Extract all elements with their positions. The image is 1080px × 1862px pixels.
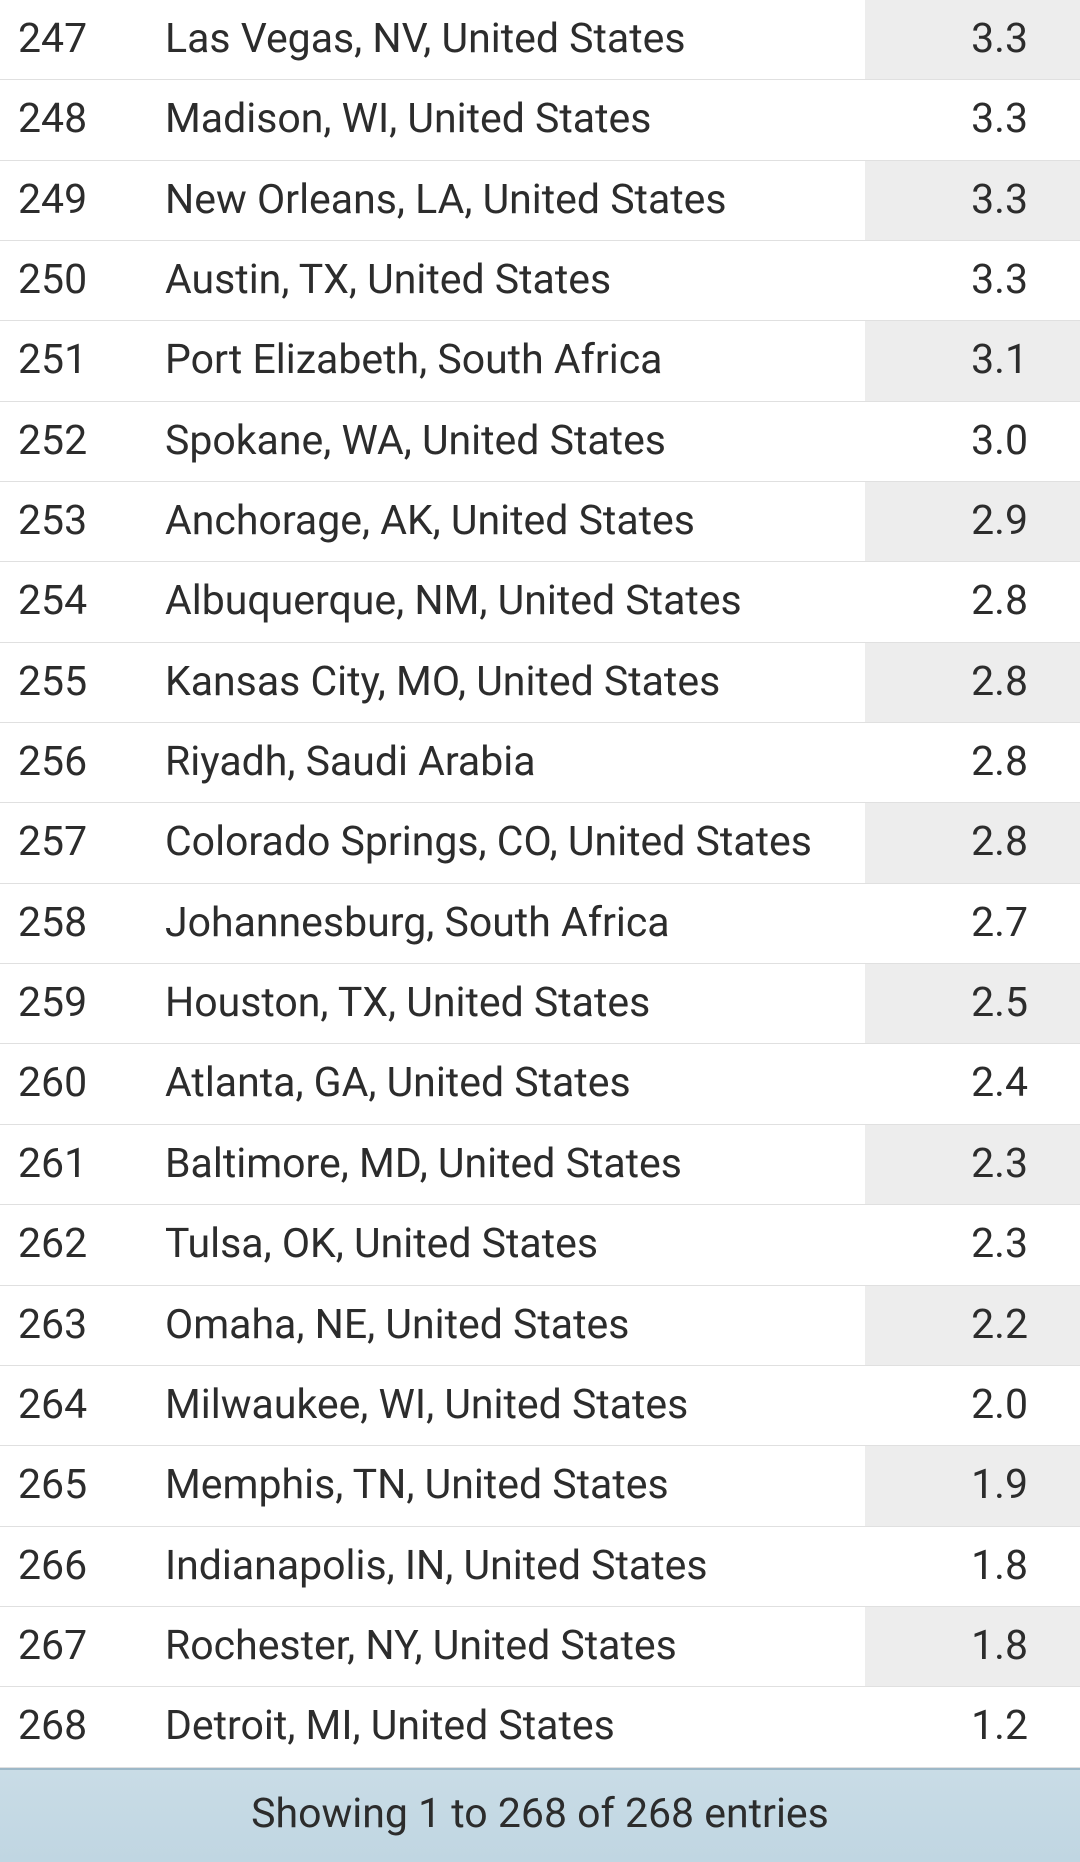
- table-row: 253Anchorage, AK, United States2.9: [0, 482, 1080, 562]
- city-cell: Albuquerque, NM, United States: [155, 562, 865, 642]
- table-row: 254Albuquerque, NM, United States2.8: [0, 562, 1080, 642]
- city-cell: Anchorage, AK, United States: [155, 482, 865, 562]
- value-cell: 1.8: [865, 1526, 1080, 1606]
- rank-cell: 250: [0, 241, 155, 321]
- rank-cell: 261: [0, 1124, 155, 1204]
- ranking-table: 247Las Vegas, NV, United States3.3248Mad…: [0, 0, 1080, 1768]
- table-row: 250Austin, TX, United States3.3: [0, 241, 1080, 321]
- city-cell: Madison, WI, United States: [155, 80, 865, 160]
- value-cell: 2.8: [865, 642, 1080, 722]
- city-cell: Milwaukee, WI, United States: [155, 1365, 865, 1445]
- city-cell: Port Elizabeth, South Africa: [155, 321, 865, 401]
- rank-cell: 264: [0, 1365, 155, 1445]
- city-cell: Spokane, WA, United States: [155, 401, 865, 481]
- rank-cell: 249: [0, 160, 155, 240]
- value-cell: 3.3: [865, 160, 1080, 240]
- rank-cell: 260: [0, 1044, 155, 1124]
- value-cell: 3.0: [865, 401, 1080, 481]
- city-cell: Colorado Springs, CO, United States: [155, 803, 865, 883]
- table-row: 267Rochester, NY, United States1.8: [0, 1606, 1080, 1686]
- table-row: 261Baltimore, MD, United States2.3: [0, 1124, 1080, 1204]
- table-footer: Showing 1 to 268 of 268 entries: [0, 1768, 1080, 1862]
- city-cell: Austin, TX, United States: [155, 241, 865, 321]
- city-cell: Kansas City, MO, United States: [155, 642, 865, 722]
- city-cell: Detroit, MI, United States: [155, 1687, 865, 1767]
- value-cell: 2.4: [865, 1044, 1080, 1124]
- table-row: 252Spokane, WA, United States3.0: [0, 401, 1080, 481]
- table-row: 255Kansas City, MO, United States2.8: [0, 642, 1080, 722]
- table-row: 257Colorado Springs, CO, United States2.…: [0, 803, 1080, 883]
- table-row: 263Omaha, NE, United States2.2: [0, 1285, 1080, 1365]
- city-cell: Johannesburg, South Africa: [155, 883, 865, 963]
- value-cell: 2.8: [865, 723, 1080, 803]
- table-row: 265Memphis, TN, United States1.9: [0, 1446, 1080, 1526]
- rank-cell: 251: [0, 321, 155, 401]
- table-row: 262Tulsa, OK, United States2.3: [0, 1205, 1080, 1285]
- rank-cell: 256: [0, 723, 155, 803]
- rank-cell: 253: [0, 482, 155, 562]
- table-row: 259Houston, TX, United States2.5: [0, 964, 1080, 1044]
- rank-cell: 259: [0, 964, 155, 1044]
- table-row: 260Atlanta, GA, United States2.4: [0, 1044, 1080, 1124]
- table-row: 249New Orleans, LA, United States3.3: [0, 160, 1080, 240]
- city-cell: Houston, TX, United States: [155, 964, 865, 1044]
- rank-cell: 248: [0, 80, 155, 160]
- value-cell: 3.3: [865, 80, 1080, 160]
- value-cell: 2.2: [865, 1285, 1080, 1365]
- table-row: 264Milwaukee, WI, United States2.0: [0, 1365, 1080, 1445]
- city-cell: Indianapolis, IN, United States: [155, 1526, 865, 1606]
- city-cell: New Orleans, LA, United States: [155, 160, 865, 240]
- city-cell: Rochester, NY, United States: [155, 1606, 865, 1686]
- value-cell: 2.3: [865, 1124, 1080, 1204]
- table-row: 251Port Elizabeth, South Africa3.1: [0, 321, 1080, 401]
- table-row: 266Indianapolis, IN, United States1.8: [0, 1526, 1080, 1606]
- city-cell: Tulsa, OK, United States: [155, 1205, 865, 1285]
- rank-cell: 258: [0, 883, 155, 963]
- value-cell: 2.0: [865, 1365, 1080, 1445]
- value-cell: 2.3: [865, 1205, 1080, 1285]
- table-row: 247Las Vegas, NV, United States3.3: [0, 0, 1080, 80]
- city-cell: Memphis, TN, United States: [155, 1446, 865, 1526]
- value-cell: 2.5: [865, 964, 1080, 1044]
- entries-summary: Showing 1 to 268 of 268 entries: [251, 1790, 829, 1838]
- rank-cell: 255: [0, 642, 155, 722]
- table-row: 248Madison, WI, United States3.3: [0, 80, 1080, 160]
- city-cell: Omaha, NE, United States: [155, 1285, 865, 1365]
- value-cell: 1.2: [865, 1687, 1080, 1767]
- city-cell: Riyadh, Saudi Arabia: [155, 723, 865, 803]
- rank-cell: 262: [0, 1205, 155, 1285]
- value-cell: 2.8: [865, 562, 1080, 642]
- value-cell: 3.3: [865, 241, 1080, 321]
- rank-cell: 263: [0, 1285, 155, 1365]
- table-row: 256Riyadh, Saudi Arabia2.8: [0, 723, 1080, 803]
- ranking-table-body: 247Las Vegas, NV, United States3.3248Mad…: [0, 0, 1080, 1767]
- value-cell: 3.3: [865, 0, 1080, 80]
- table-row: 258Johannesburg, South Africa2.7: [0, 883, 1080, 963]
- rank-cell: 252: [0, 401, 155, 481]
- city-cell: Atlanta, GA, United States: [155, 1044, 865, 1124]
- rank-cell: 254: [0, 562, 155, 642]
- value-cell: 1.8: [865, 1606, 1080, 1686]
- value-cell: 2.8: [865, 803, 1080, 883]
- value-cell: 1.9: [865, 1446, 1080, 1526]
- city-cell: Baltimore, MD, United States: [155, 1124, 865, 1204]
- rank-cell: 257: [0, 803, 155, 883]
- city-cell: Las Vegas, NV, United States: [155, 0, 865, 80]
- table-row: 268Detroit, MI, United States1.2: [0, 1687, 1080, 1767]
- rank-cell: 266: [0, 1526, 155, 1606]
- rank-cell: 265: [0, 1446, 155, 1526]
- rank-cell: 247: [0, 0, 155, 80]
- value-cell: 2.9: [865, 482, 1080, 562]
- value-cell: 3.1: [865, 321, 1080, 401]
- ranking-table-container: 247Las Vegas, NV, United States3.3248Mad…: [0, 0, 1080, 1768]
- rank-cell: 268: [0, 1687, 155, 1767]
- rank-cell: 267: [0, 1606, 155, 1686]
- value-cell: 2.7: [865, 883, 1080, 963]
